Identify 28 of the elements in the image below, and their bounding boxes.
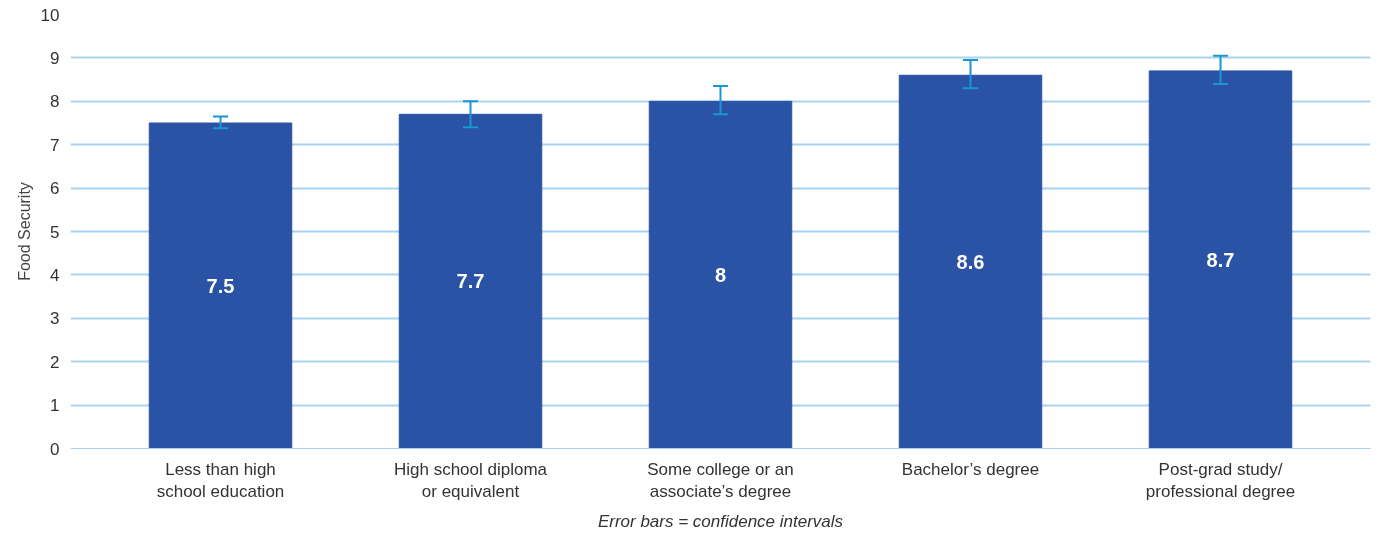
data-label: 7.5 [206, 274, 235, 297]
x-tick-label: Post-grad study/ professional degree [1145, 459, 1296, 502]
y-tick-label: 6 [50, 179, 60, 199]
data-label: 7.7 [456, 270, 485, 293]
y-tick-label: 4 [50, 265, 60, 285]
x-tick-label: High school diploma or equivalent [393, 459, 548, 502]
y-tick-label: 2 [50, 352, 60, 372]
bar [148, 122, 293, 449]
bar [1148, 70, 1293, 449]
y-tick-label: 8 [50, 92, 60, 112]
bar [398, 113, 543, 449]
data-label: 8.7 [1206, 248, 1235, 271]
text: Error bars = confidence intervals [597, 511, 844, 531]
x-tick-label: Some college or an associate’s degree [647, 459, 794, 502]
y-tick-label: 5 [50, 222, 60, 242]
y-tick-label: 0 [50, 439, 60, 459]
x-tick-label: Bachelor’s degree [901, 459, 1040, 479]
y-axis-title: Food Security [15, 182, 33, 281]
y-tick-label: 10 [40, 5, 60, 25]
data-label: 8 [714, 263, 727, 286]
y-tick-label: 3 [50, 309, 60, 329]
bar [648, 100, 793, 449]
y-tick-label: 9 [50, 48, 60, 68]
y-tick-label: 7 [50, 135, 60, 155]
data-label: 8.6 [956, 250, 985, 273]
x-tick-label: Less than high school education [156, 459, 285, 502]
bar [898, 74, 1043, 449]
y-tick-label: 1 [50, 396, 60, 416]
